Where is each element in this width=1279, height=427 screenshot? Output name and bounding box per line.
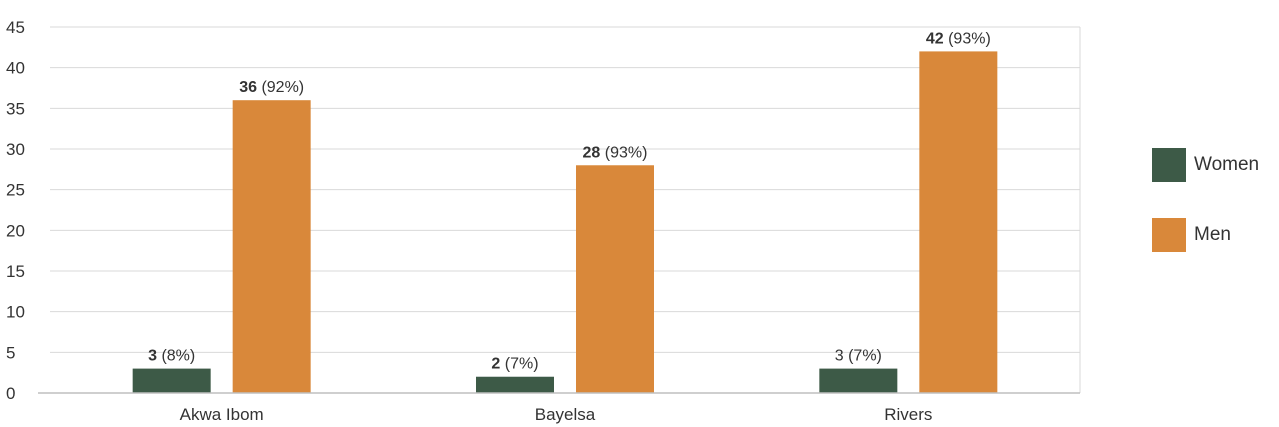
legend-item-men: Men: [1152, 218, 1259, 252]
bar-men: [232, 100, 311, 393]
y-tick-label: 5: [6, 343, 15, 362]
data-label: 42 (93%): [926, 30, 991, 47]
data-label: 28 (93%): [583, 144, 648, 161]
data-label: 36 (92%): [239, 79, 304, 96]
y-tick-label: 30: [6, 140, 25, 159]
data-labels: 3 (8%) 36 (92%) 2 (7%) 28 (93%) 3 (7%) 42 (93…: [148, 30, 991, 372]
bar-women: [132, 368, 211, 393]
x-axis-labels: Akwa Ibom Bayelsa Rivers: [180, 405, 933, 424]
legend-swatch-men: [1152, 218, 1186, 252]
x-category-label: Rivers: [884, 405, 932, 424]
data-label: 2 (7%): [491, 356, 538, 373]
legend-swatch-women: [1152, 148, 1186, 182]
gridlines: [50, 26, 1081, 393]
bars: [132, 51, 998, 394]
y-tick-label: 25: [6, 181, 25, 200]
legend: Women Men: [1152, 148, 1259, 288]
legend-item-women: Women: [1152, 148, 1259, 182]
legend-label-women: Women: [1194, 154, 1260, 175]
bar-men: [919, 51, 998, 394]
bar-men: [576, 165, 654, 393]
x-category-label: Bayelsa: [535, 405, 596, 424]
y-tick-label: 0: [6, 384, 15, 403]
y-tick-label: 35: [6, 99, 25, 118]
data-label: 3 (8%): [148, 348, 195, 365]
data-label: 3 (7%): [835, 348, 882, 365]
y-tick-label: 40: [6, 59, 25, 78]
y-axis-ticks: 0 5 10 15 20 25 30 35 40 45: [6, 18, 25, 403]
y-tick-label: 20: [6, 221, 25, 240]
y-tick-label: 10: [6, 303, 25, 322]
x-category-label: Akwa Ibom: [180, 405, 264, 424]
bar-women: [476, 376, 554, 393]
y-tick-label: 15: [6, 262, 25, 281]
y-tick-label: 45: [6, 18, 25, 37]
legend-label-men: Men: [1194, 224, 1231, 245]
bar-women: [819, 368, 898, 393]
